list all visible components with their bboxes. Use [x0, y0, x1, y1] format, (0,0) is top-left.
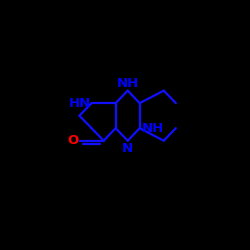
Text: NH: NH	[142, 122, 164, 135]
Text: N: N	[122, 142, 133, 155]
Text: O: O	[68, 134, 79, 147]
Text: HN: HN	[68, 97, 90, 110]
Text: NH: NH	[116, 77, 139, 90]
